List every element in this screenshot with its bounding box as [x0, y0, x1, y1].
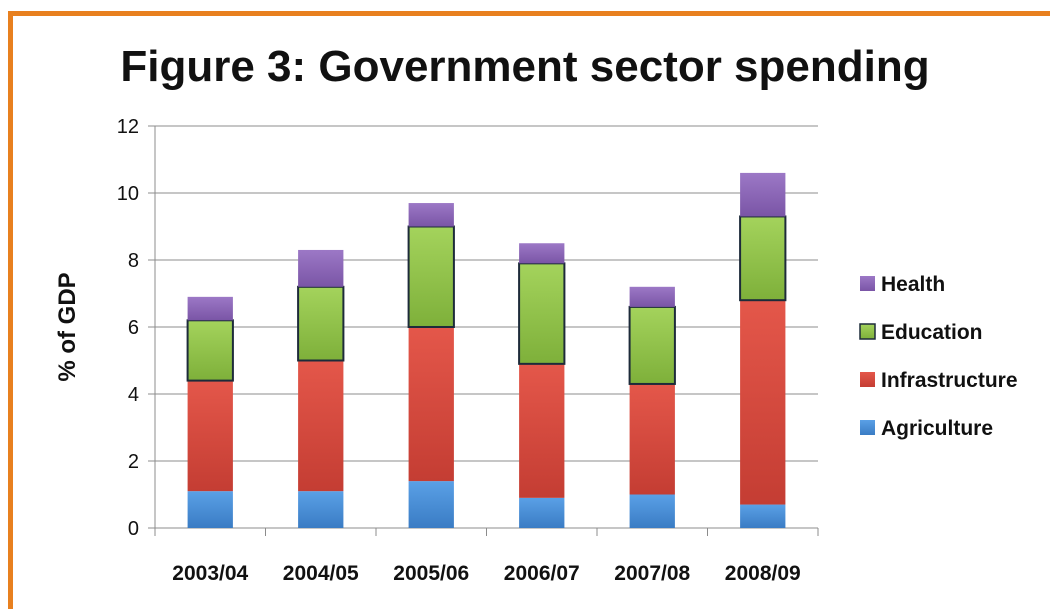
bar-education-2003-04 — [186, 319, 234, 382]
y-tick-label: 0 — [128, 518, 139, 540]
bar-health-2007-08 — [629, 286, 675, 307]
bar-education-2004-05 — [297, 285, 345, 362]
bar-infrastructure-2004-05 — [298, 360, 344, 492]
bar-education-2007-08 — [628, 305, 676, 385]
y-tick-label: 2 — [128, 451, 139, 473]
axes: 0 2 4 6 8 10 12 2003/04 2004/05 2005/06 2006/07 200… — [117, 116, 819, 585]
bar-agriculture-2004-05 — [298, 491, 344, 528]
bar-health-2006-07 — [519, 243, 565, 264]
bar-health-2008-09 — [740, 172, 786, 217]
x-tick-label: 2004/05 — [283, 562, 359, 585]
bar-infrastructure-2007-08 — [629, 383, 675, 495]
bar-infrastructure-2005-06 — [408, 327, 454, 482]
bar-agriculture-2005-06 — [408, 481, 454, 528]
gridlines — [155, 125, 818, 462]
bar-education-2008-09 — [739, 215, 787, 302]
legend-label-agriculture: Agriculture — [881, 417, 993, 440]
x-tick-label: 2003/04 — [172, 562, 248, 585]
bar-health-2004-05 — [298, 249, 344, 287]
y-tick-label: 12 — [117, 116, 139, 138]
legend-swatch-agriculture — [860, 420, 875, 435]
legend-swatch-health — [860, 276, 875, 291]
bar-education-2006-07 — [518, 262, 566, 365]
bar-health-2005-06 — [408, 203, 454, 227]
legend: Health Education Infrastructure Agriculture — [859, 273, 1018, 440]
legend-label-education: Education — [881, 321, 983, 344]
legend-swatch-education — [859, 323, 876, 340]
x-tick-label: 2005/06 — [393, 562, 469, 585]
bar-agriculture-2006-07 — [519, 497, 565, 528]
bar-infrastructure-2006-07 — [519, 363, 565, 498]
x-tick-label: 2008/09 — [725, 562, 801, 585]
y-tick-label: 4 — [128, 384, 139, 406]
x-tick-label: 2006/07 — [504, 562, 580, 585]
bar-infrastructure-2003-04 — [187, 380, 233, 492]
bar-agriculture-2008-09 — [740, 504, 786, 528]
y-tick-label: 10 — [117, 183, 139, 205]
legend-label-health: Health — [881, 273, 945, 296]
bar-health-2003-04 — [187, 296, 233, 321]
legend-swatch-infrastructure — [860, 372, 875, 387]
bar-agriculture-2007-08 — [629, 494, 675, 528]
chart-title: Figure 3: Government sector spending — [120, 42, 930, 91]
legend-label-infrastructure: Infrastructure — [881, 369, 1018, 392]
y-tick-label: 8 — [128, 250, 139, 272]
bar-agriculture-2003-04 — [187, 491, 233, 528]
x-tick-label: 2007/08 — [614, 562, 690, 585]
bar-education-2005-06 — [407, 225, 455, 328]
y-tick-label: 6 — [128, 317, 139, 339]
bars — [186, 172, 787, 528]
y-axis-label: % of GDP — [54, 272, 81, 381]
bar-infrastructure-2008-09 — [740, 300, 786, 505]
